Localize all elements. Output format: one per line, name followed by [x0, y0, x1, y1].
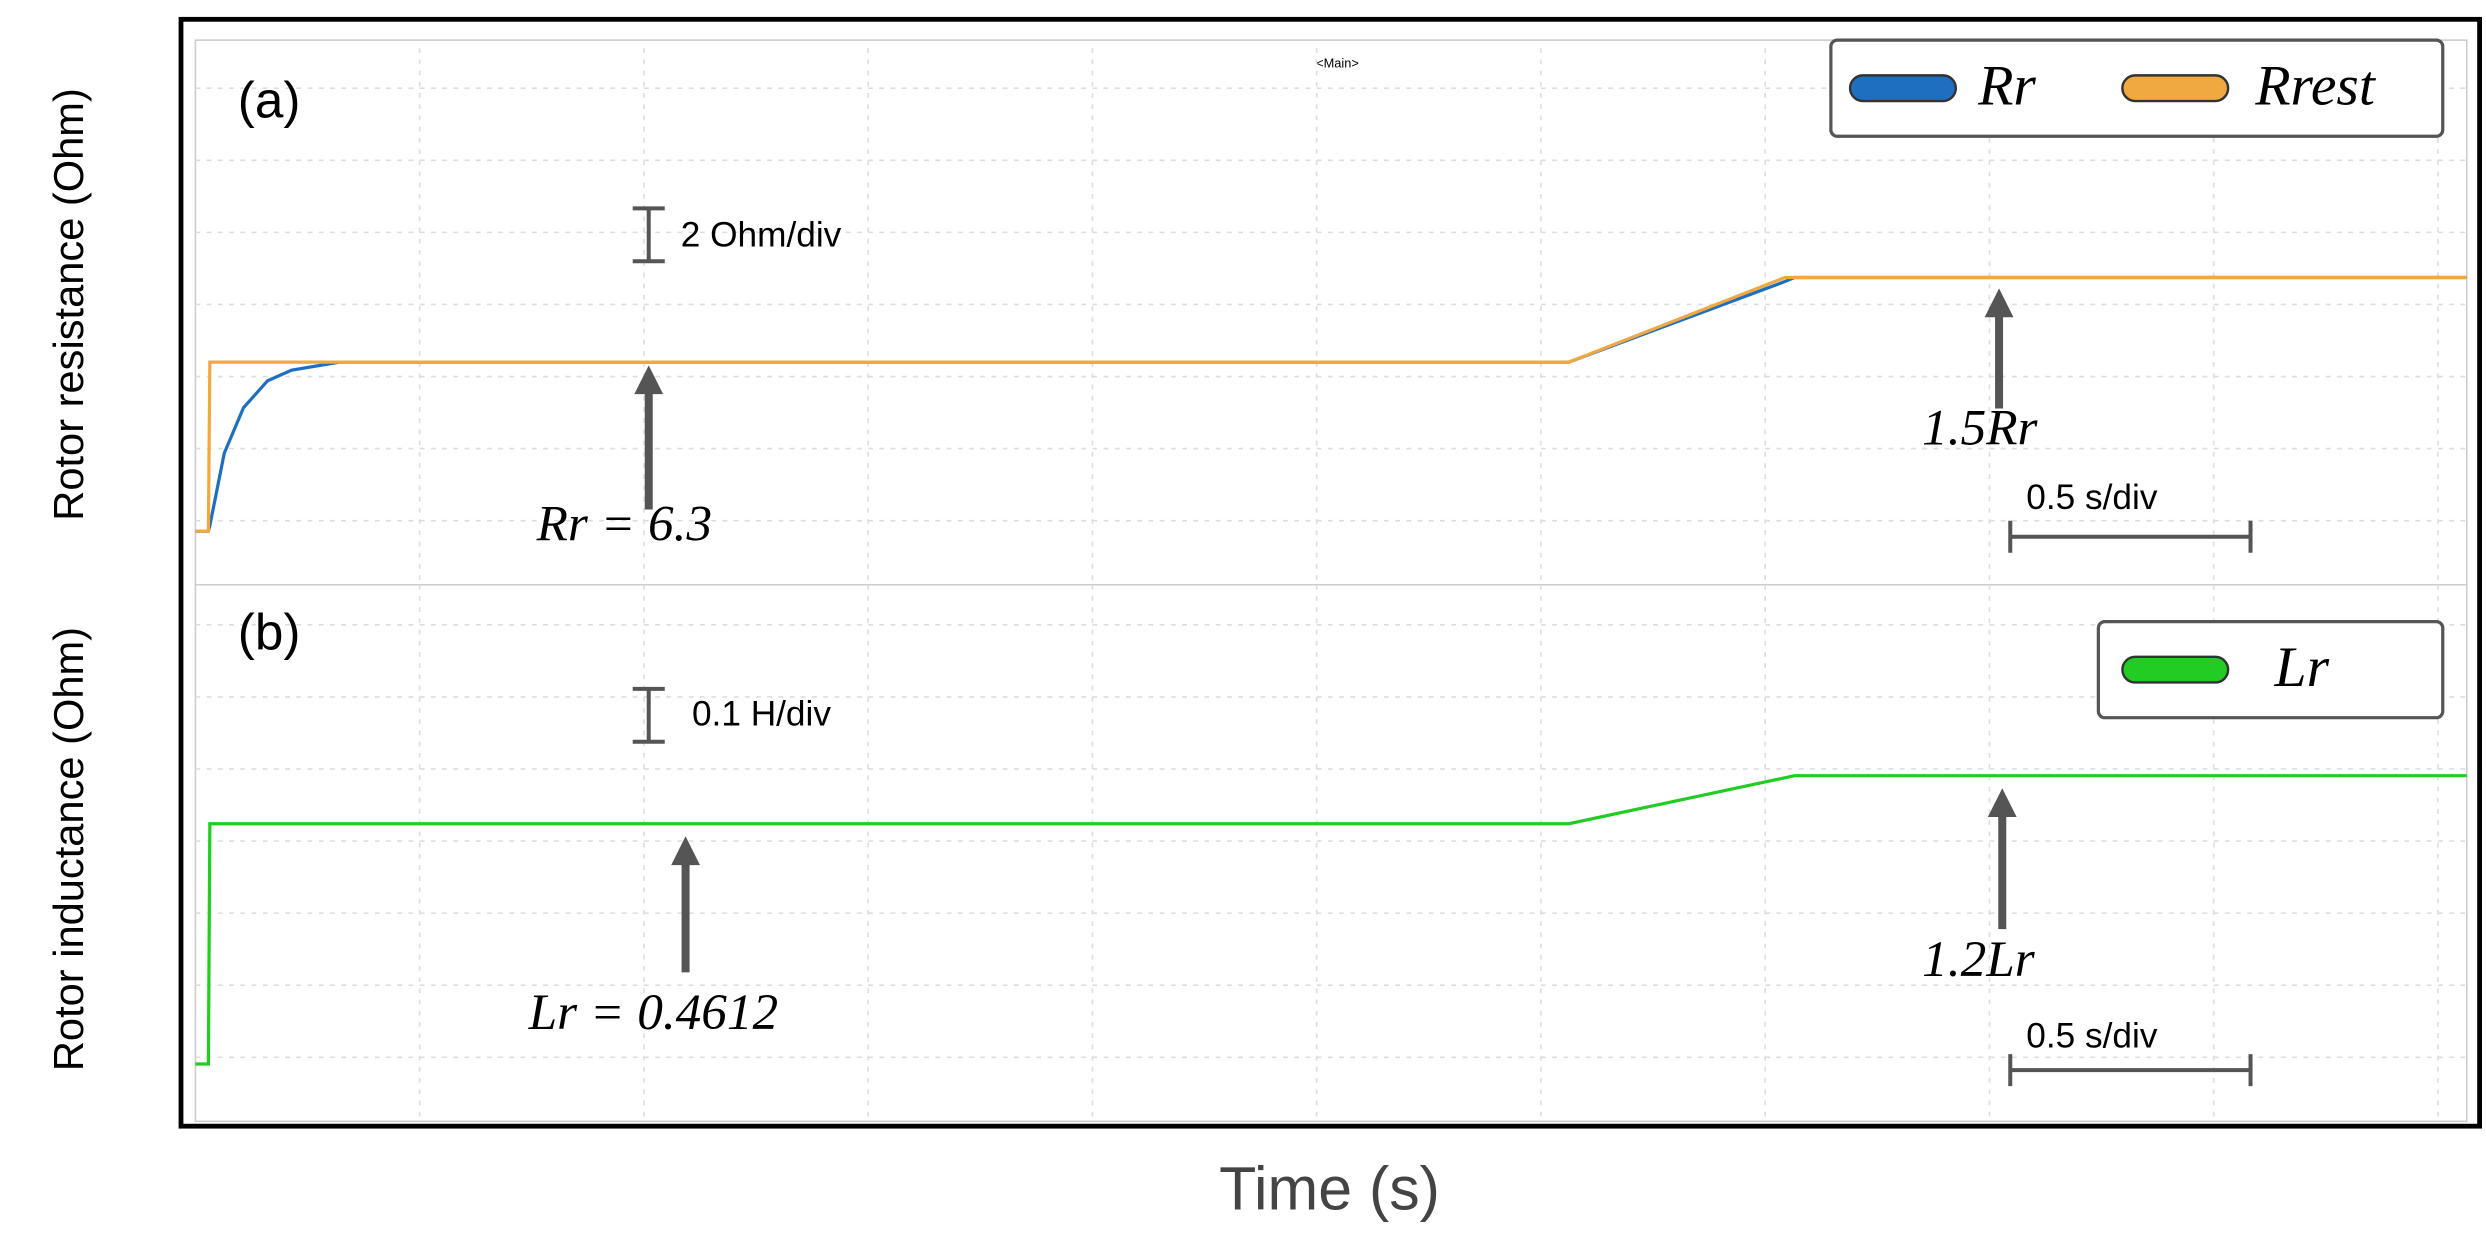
legend-label: Rrest — [2254, 55, 2377, 118]
legend-swatch — [2121, 655, 2230, 684]
chart-title: <Main> — [1316, 56, 1359, 71]
annotation: Lr = 0.4612 — [528, 984, 779, 1041]
scale-bar — [2008, 520, 2253, 553]
arrow-head — [634, 365, 664, 395]
series-line — [195, 774, 2467, 1066]
frame — [178, 16, 2482, 1129]
scale-bar — [632, 206, 665, 264]
arrow-head — [671, 836, 700, 866]
legend-label: Lr — [2274, 636, 2330, 699]
panel-label: (a) — [238, 72, 301, 129]
y-axis-label: Rotor resistance (Ohm) — [45, 88, 92, 521]
scale-label: 0.5 s/div — [2026, 1016, 2158, 1055]
arrow-head — [1984, 288, 2014, 318]
scale-label: 0.1 H/div — [692, 694, 831, 733]
arrow-head — [1987, 788, 2017, 818]
legend-swatch — [1848, 74, 1958, 103]
scale-label: 0.5 s/div — [2026, 478, 2158, 517]
legend-swatch — [2121, 74, 2230, 103]
plot-area — [194, 39, 2468, 1123]
panel-label: (b) — [238, 604, 301, 661]
y-axis-label: Rotor inductance (Ohm) — [45, 627, 92, 1071]
scale-bar — [2008, 1054, 2253, 1087]
scale-label: 2 Ohm/div — [681, 215, 842, 254]
scale-bar — [632, 686, 665, 744]
x-axis-label: Time (s) — [1219, 1155, 1440, 1223]
series-line — [195, 275, 2467, 533]
annotation: 1.5Rr — [1922, 399, 2038, 456]
annotation: Rr = 6.3 — [536, 495, 713, 552]
legend-box — [2096, 620, 2445, 720]
annotation: 1.2Lr — [1922, 931, 2036, 988]
legend-label: Rr — [1977, 55, 2036, 118]
